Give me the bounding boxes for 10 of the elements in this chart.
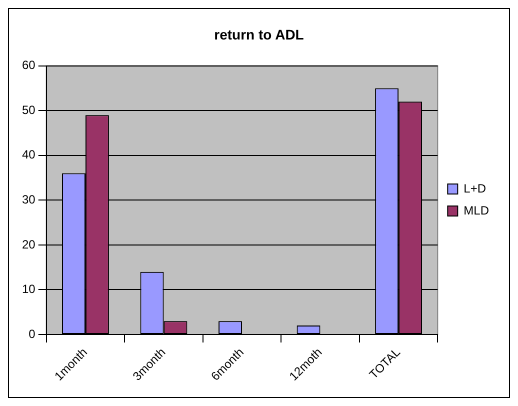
y-tick-label: 0: [28, 326, 36, 341]
chart-title: return to ADL: [214, 26, 304, 42]
y-tick-label: 60: [22, 58, 36, 72]
y-tick-label: 30: [22, 192, 36, 206]
y-tick-label: 20: [22, 237, 36, 252]
legend-label: MLD: [464, 203, 490, 218]
y-tick-label: 50: [22, 102, 36, 117]
y-tick-label: 40: [22, 148, 36, 162]
y-tick-label: 10: [22, 282, 36, 296]
legend-label: L+D: [464, 181, 486, 196]
